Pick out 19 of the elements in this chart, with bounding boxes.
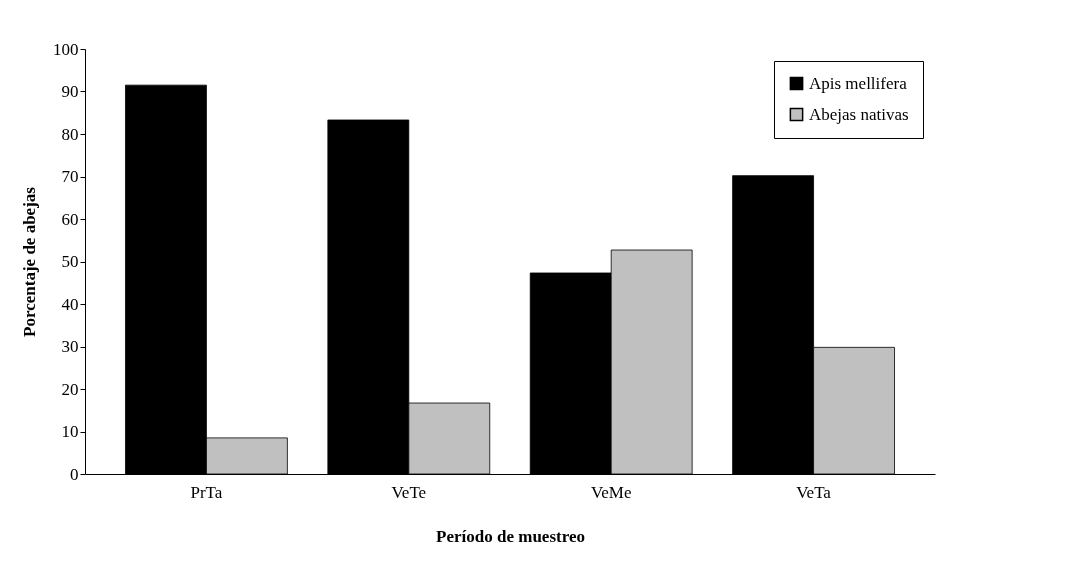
y-tick-label: 10 [61, 422, 79, 441]
x-tick-label: VeMe [590, 482, 632, 502]
legend-label: Apis mellifera [809, 73, 908, 93]
x-tick-label: VeTe [391, 482, 427, 502]
y-tick-label: 100 [53, 39, 79, 59]
x-axis-title: Período de muestreo [436, 526, 585, 546]
legend-label: Abejas nativas [809, 104, 909, 124]
y-tick-label: 40 [61, 294, 79, 314]
y-tick-label: 80 [61, 124, 79, 144]
y-tick-label: 70 [61, 167, 79, 186]
x-tick-label: VeTa [796, 482, 832, 502]
y-axis-title: Porcentaje de abejas [20, 186, 39, 337]
y-tick-label: 60 [61, 209, 79, 229]
y-tick-label: 0 [70, 464, 79, 484]
y-tick-label: 50 [61, 252, 79, 271]
y-tick-label: 20 [61, 379, 79, 399]
x-tick-label: PrTa [190, 482, 223, 502]
y-tick-label: 90 [61, 82, 79, 101]
y-tick-label: 30 [61, 337, 79, 356]
